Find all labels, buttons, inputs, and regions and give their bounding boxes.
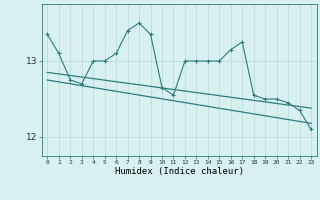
X-axis label: Humidex (Indice chaleur): Humidex (Indice chaleur) xyxy=(115,167,244,176)
